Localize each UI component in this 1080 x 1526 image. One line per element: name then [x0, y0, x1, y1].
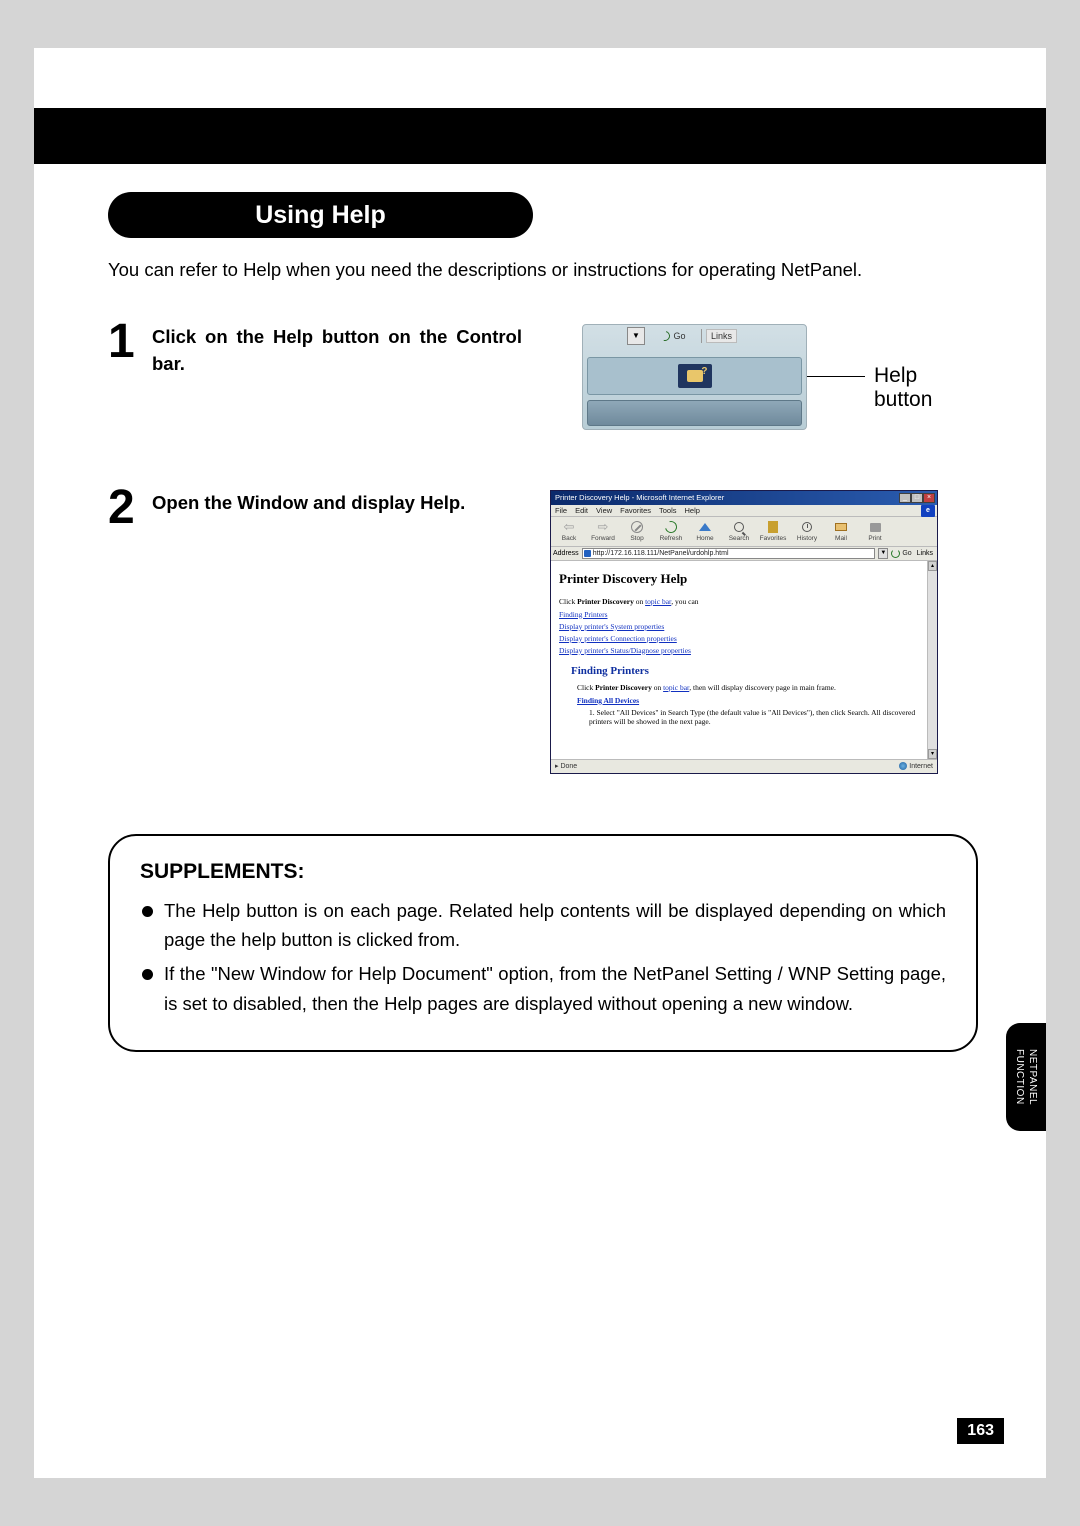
step-2-number: 2	[108, 484, 152, 532]
header-black-bar	[34, 108, 1046, 164]
browser-window: Printer Discovery Help - Microsoft Inter…	[550, 490, 938, 774]
history-button: History	[795, 520, 819, 542]
step-2-row: 2 Open the Window and display Help. Prin…	[108, 490, 978, 774]
scroll-down-icon: ▾	[928, 749, 937, 759]
fragment-window: ▼ Go Links	[582, 324, 807, 430]
status-done: ▸ Done	[555, 762, 577, 770]
section-title-pill: Using Help	[108, 192, 533, 238]
mail-icon	[834, 520, 848, 534]
supplement-item-2: If the "New Window for Help Document" op…	[140, 959, 946, 1018]
side-tab: NETPANEL FUNCTION	[1006, 1023, 1046, 1131]
supplement-item-1: The Help button is on each page. Related…	[140, 896, 946, 955]
globe-icon	[899, 762, 907, 770]
leader-line	[807, 376, 865, 377]
window-controls: _ □ ×	[899, 493, 935, 503]
divider	[701, 329, 702, 343]
print-icon	[868, 520, 882, 534]
browser-content: Printer Discovery Help Click Printer Dis…	[551, 561, 927, 759]
help-icon	[678, 364, 712, 388]
forward-button: ⇨Forward	[591, 520, 615, 542]
help-link-1: Finding Printers	[559, 610, 919, 619]
address-bar: Address http://172.16.118.111/NetPanel/u…	[551, 547, 937, 561]
print-button: Print	[863, 520, 887, 542]
address-label: Address	[553, 550, 579, 557]
go-label: Go	[673, 331, 685, 341]
help-button-fragment: ▼ Go Links Help button	[582, 324, 807, 430]
supplements-box: SUPPLEMENTS: The Help button is on each …	[108, 834, 978, 1052]
help-button-callout: Help button	[874, 364, 932, 412]
back-arrow-icon: ⇦	[562, 520, 576, 534]
content-area: Using Help You can refer to Help when yo…	[108, 192, 978, 1052]
help-subheading: Finding Printers	[571, 665, 919, 677]
links-toolbar: Links	[915, 550, 935, 557]
stop-button: Stop	[625, 520, 649, 542]
links-label: Links	[706, 329, 737, 343]
forward-arrow-icon: ⇨	[596, 520, 610, 534]
menu-tools: Tools	[659, 506, 677, 515]
favorites-button: Favorites	[761, 520, 785, 542]
fragment-bottom-bar	[587, 400, 802, 426]
ordered-item-1: 1. Select "All Devices" in Search Type (…	[589, 708, 919, 726]
menu-help: Help	[685, 506, 700, 515]
step-1-figure: ▼ Go Links Help button	[522, 324, 978, 430]
step-1-row: 1 Click on the Help button on the Contro…	[108, 324, 978, 430]
help-heading: Printer Discovery Help	[559, 571, 919, 587]
scrollbar: ▴ ▾	[927, 561, 937, 759]
close-icon: ×	[923, 493, 935, 503]
menu-file: File	[555, 506, 567, 515]
step-1-number: 1	[108, 318, 152, 366]
scroll-up-icon: ▴	[928, 561, 937, 571]
help-sub-intro: Click Printer Discovery on topic bar, th…	[577, 683, 919, 692]
finding-all-link: Finding All Devices	[577, 696, 919, 705]
favorites-icon	[766, 520, 780, 534]
go-swirl-icon	[659, 329, 673, 343]
search-button: Search	[727, 520, 751, 542]
browser-toolbar: ⇦Back ⇨Forward Stop Refresh Home Search …	[551, 517, 937, 547]
supplements-title: SUPPLEMENTS:	[140, 860, 946, 884]
stop-icon	[630, 520, 644, 534]
maximize-icon: □	[911, 493, 923, 503]
history-icon	[800, 520, 814, 534]
help-link-3: Display printer's Connection properties	[559, 634, 919, 643]
home-icon	[698, 520, 712, 534]
minimize-icon: _	[899, 493, 911, 503]
menu-view: View	[596, 506, 612, 515]
go-button: Go	[891, 549, 911, 558]
refresh-button: Refresh	[659, 520, 683, 542]
url-field: http://172.16.118.111/NetPanel/urdohlp.h…	[582, 548, 876, 559]
dropdown-arrow-icon: ▼	[627, 327, 645, 345]
browser-menubar: File Edit View Favorites Tools Help e	[551, 505, 937, 517]
step-2-text: Open the Window and display Help.	[152, 490, 522, 517]
control-bar	[587, 357, 802, 395]
home-button: Home	[693, 520, 717, 542]
status-zone: Internet	[899, 762, 933, 770]
page-number: 163	[957, 1418, 1004, 1444]
back-button: ⇦Back	[557, 520, 581, 542]
mail-button: Mail	[829, 520, 853, 542]
intro-text: You can refer to Help when you need the …	[108, 256, 978, 284]
browser-titlebar: Printer Discovery Help - Microsoft Inter…	[551, 491, 937, 505]
browser-title: Printer Discovery Help - Microsoft Inter…	[553, 493, 724, 502]
url-text: http://172.16.118.111/NetPanel/urdohlp.h…	[593, 550, 729, 557]
ie-logo-icon: e	[921, 505, 935, 517]
refresh-icon	[664, 520, 678, 534]
menu-edit: Edit	[575, 506, 588, 515]
help-link-4: Display printer's Status/Diagnose proper…	[559, 646, 919, 655]
status-bar: ▸ Done Internet	[551, 759, 937, 773]
page: Using Help You can refer to Help when yo…	[34, 48, 1046, 1478]
side-tab-label: NETPANEL FUNCTION	[1013, 1023, 1039, 1131]
menu-favorites: Favorites	[620, 506, 651, 515]
go-button: Go	[649, 328, 697, 344]
step-1-text: Click on the Help button on the Control …	[152, 324, 522, 378]
search-icon	[732, 520, 746, 534]
section-title: Using Help	[255, 201, 386, 230]
step-2-figure: Printer Discovery Help - Microsoft Inter…	[522, 490, 978, 774]
help-link-2: Display printer's System properties	[559, 622, 919, 631]
fragment-top-row: ▼ Go Links	[627, 327, 737, 345]
address-dropdown-icon: ▼	[878, 548, 888, 559]
help-intro-line: Click Printer Discovery on topic bar, yo…	[559, 597, 919, 606]
